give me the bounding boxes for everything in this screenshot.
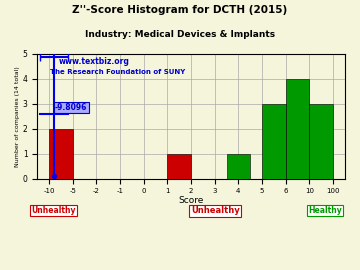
Text: The Research Foundation of SUNY: The Research Foundation of SUNY <box>50 69 185 75</box>
Text: Unhealthy: Unhealthy <box>31 206 76 215</box>
Text: Z''-Score Histogram for DCTH (2015): Z''-Score Histogram for DCTH (2015) <box>72 5 288 15</box>
Bar <box>226 154 250 179</box>
Bar <box>285 79 309 179</box>
Bar <box>262 104 285 179</box>
Bar <box>49 129 73 179</box>
X-axis label: Score: Score <box>178 196 204 205</box>
Y-axis label: Number of companies (14 total): Number of companies (14 total) <box>15 66 20 167</box>
Text: Unhealthy: Unhealthy <box>191 206 240 215</box>
Text: -9.8096: -9.8096 <box>55 103 87 112</box>
Text: Industry: Medical Devices & Implants: Industry: Medical Devices & Implants <box>85 30 275 39</box>
Bar <box>309 104 333 179</box>
Bar <box>167 154 191 179</box>
Text: www.textbiz.org: www.textbiz.org <box>59 57 130 66</box>
Text: Healthy: Healthy <box>308 206 342 215</box>
